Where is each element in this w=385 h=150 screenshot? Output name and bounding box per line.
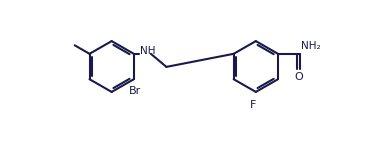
Text: Br: Br bbox=[129, 86, 141, 96]
Text: NH: NH bbox=[140, 46, 156, 56]
Text: NH₂: NH₂ bbox=[301, 42, 321, 51]
Text: O: O bbox=[295, 72, 303, 81]
Text: F: F bbox=[249, 100, 256, 110]
